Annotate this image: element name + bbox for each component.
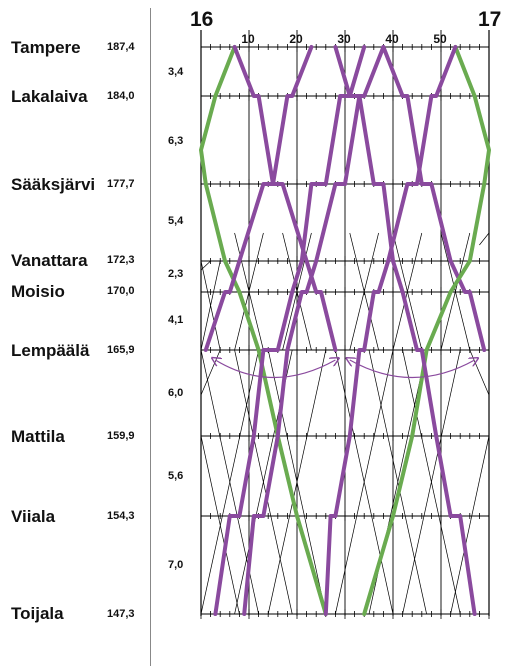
station-name-6: Mattila [11,427,65,446]
station-km-0: 187,4 [107,41,135,53]
thin-train-25 [349,232,379,351]
train-path-8 [333,45,477,616]
train-path-5 [381,45,487,352]
segment-distance-6: 5,6 [168,470,184,482]
thin-train-27 [440,232,471,351]
segment-distance-1: 6,3 [168,135,184,147]
minute-label-50: 50 [433,32,447,46]
thin-train-13 [450,435,490,615]
thin-train-14 [200,349,221,396]
station-km-6: 159,9 [107,430,135,442]
station-km-5: 165,9 [107,344,135,356]
train-path-2 [203,45,314,352]
station-name-3: Vanattara [11,251,88,270]
station-name-5: Lempäälä [11,341,90,360]
thin-train-11 [402,349,461,615]
segment-distance-3: 2,3 [168,268,184,280]
thin-train-6 [200,349,259,615]
minute-label-40: 40 [385,32,399,46]
station-km-7: 154,3 [107,510,135,522]
station-labels: Tampere 187,4 Lakalaiva 184,0 Sääksjärvi 177,… [0,0,183,669]
station-name-2: Sääksjärvi [11,175,96,194]
train-path-7 [323,45,458,616]
thin-train-9 [335,349,394,615]
thin-train-24 [282,232,312,351]
station-km-8: 147,3 [107,608,135,620]
train-path-6 [362,45,491,616]
segment-distance-0: 3,4 [168,66,184,78]
segment-distance-2: 5,4 [168,215,184,227]
minute-label-10: 10 [241,32,255,46]
turnaround-arc-right [350,360,475,379]
thin-train-28 [200,260,211,271]
train-path-0 [199,45,328,616]
station-name-0: Tampere [11,38,81,57]
train-path-3 [213,45,367,616]
station-name-7: Viiala [11,507,56,526]
hour-label-end: 17 [478,8,502,31]
thin-train-26 [392,232,423,351]
segment-distance-5: 6,0 [168,387,184,399]
thin-train-8 [267,349,327,615]
minute-label-20: 20 [289,32,303,46]
segment-distance-4: 4,1 [168,314,184,326]
station-name-8: Toijala [11,604,64,623]
divider-line [150,8,151,666]
station-km-3: 172,3 [107,254,135,266]
train-path-1 [232,45,338,352]
station-km-2: 177,7 [107,178,135,190]
thin-train-23 [234,232,264,351]
turnaround-arc-left [215,360,335,379]
segment-distance-7: 7,0 [168,559,184,571]
hour-label-start: 16 [190,8,214,31]
station-name-1: Lakalaiva [11,87,88,106]
thin-train-15 [469,349,490,396]
thin-train-29 [479,232,490,246]
station-km-1: 184,0 [107,90,135,102]
thin-train-22 [200,260,221,351]
station-km-4: 170,0 [107,285,135,297]
thin-train-12 [200,435,240,615]
minute-label-30: 30 [337,32,351,46]
station-name-4: Moisio [11,282,65,301]
